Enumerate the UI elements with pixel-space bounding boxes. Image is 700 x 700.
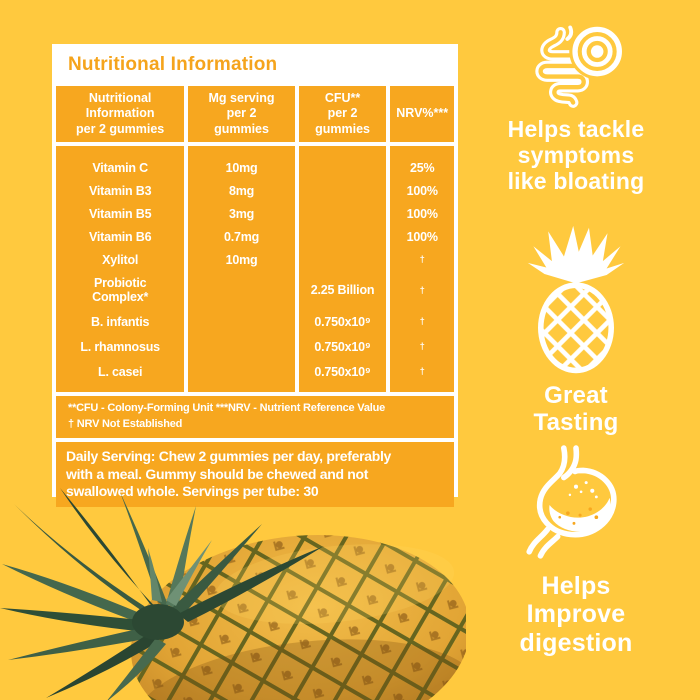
table-cell: Xylitol xyxy=(102,252,139,267)
table-cell: 100% xyxy=(406,229,438,244)
table-cell: † xyxy=(419,284,425,295)
feature-label: Helps tackle symptoms like bloating xyxy=(507,116,645,194)
stomach-icon xyxy=(526,445,617,559)
pineapple-photo xyxy=(0,488,466,700)
table-cell: L. casei xyxy=(98,364,143,379)
table-cell xyxy=(299,179,387,202)
table-cell: † xyxy=(419,254,425,265)
table-cell: 100% xyxy=(406,206,438,221)
table-cell: 10mg xyxy=(225,160,258,175)
daily-serving-box: Daily Serving: Chew 2 gummies per day, p… xyxy=(56,441,454,508)
table-cell xyxy=(299,225,387,248)
table-cell: Vitamin B5 xyxy=(88,206,152,221)
pineapple-icon xyxy=(527,225,625,374)
panel-title: Nutritional Information xyxy=(56,48,454,82)
table-cell: † xyxy=(419,341,425,352)
table-cell: † xyxy=(419,316,425,327)
table-col-nrv: 25% 100% 100% 100% † † † † † xyxy=(390,146,454,392)
feature-digestion: Helps Improve digestion xyxy=(488,444,664,657)
table-cell: 10mg xyxy=(225,252,258,267)
feature-great-tasting: Great Tasting xyxy=(488,224,664,436)
table-cell xyxy=(299,248,387,271)
nutrition-panel: Nutritional Information Nutritional Info… xyxy=(52,44,458,508)
table-cell: 0.750x10⁹ xyxy=(314,314,371,329)
table-cell xyxy=(188,309,294,334)
column-header-mg: Mg serving per 2 gummies xyxy=(188,86,295,142)
table-header-row: Nutritional Information per 2 gummies Mg… xyxy=(56,86,454,142)
table-cell xyxy=(299,156,387,179)
table-cell: Vitamin B3 xyxy=(88,183,152,198)
column-header-nutrient: Nutritional Information per 2 gummies xyxy=(56,86,185,142)
table-col-nutrient: Vitamin C Vitamin B3 Vitamin B5 Vitamin … xyxy=(56,146,185,392)
table-cell xyxy=(299,202,387,225)
table-cell: 0.750x10⁹ xyxy=(314,339,371,354)
column-header-cfu: CFU** per 2 gummies xyxy=(298,86,387,142)
column-header-nrv: NRV%*** xyxy=(390,86,454,142)
intestine-magnifier-icon xyxy=(535,23,626,108)
table-cell: B. infantis xyxy=(91,314,150,329)
feature-bloating: Helps tackle symptoms like bloating xyxy=(488,22,664,194)
pineapple-crown xyxy=(0,488,324,700)
table-cell: 2.25 Billion xyxy=(310,283,375,297)
table-col-cfu: 2.25 Billion 0.750x10⁹ 0.750x10⁹ 0.750x1… xyxy=(298,146,387,392)
table-col-mg: 10mg 8mg 3mg 0.7mg 10mg xyxy=(188,146,295,392)
table-cell xyxy=(188,334,294,359)
table-cell: Vitamin B6 xyxy=(88,229,152,244)
table-cell: 0.7mg xyxy=(223,229,260,244)
table-cell: 100% xyxy=(406,183,438,198)
table-cell: 8mg xyxy=(228,183,255,198)
footnote-box: **CFU - Colony-Forming Unit ***NRV - Nut… xyxy=(56,396,454,438)
table-cell xyxy=(188,359,294,384)
feature-label: Helps Improve digestion xyxy=(519,572,633,657)
table-cell xyxy=(188,271,294,309)
table-cell: L. rhamnosus xyxy=(80,339,160,354)
table-body: Vitamin C Vitamin B3 Vitamin B5 Vitamin … xyxy=(56,146,454,392)
table-cell: 25% xyxy=(409,160,435,175)
table-cell: 3mg xyxy=(228,206,255,221)
table-cell: 0.750x10⁹ xyxy=(314,364,371,379)
feature-label: Great Tasting xyxy=(533,382,619,437)
table-cell: † xyxy=(419,366,425,377)
table-cell: Probiotic Complex* xyxy=(92,276,149,304)
table-cell: Vitamin C xyxy=(92,160,148,175)
